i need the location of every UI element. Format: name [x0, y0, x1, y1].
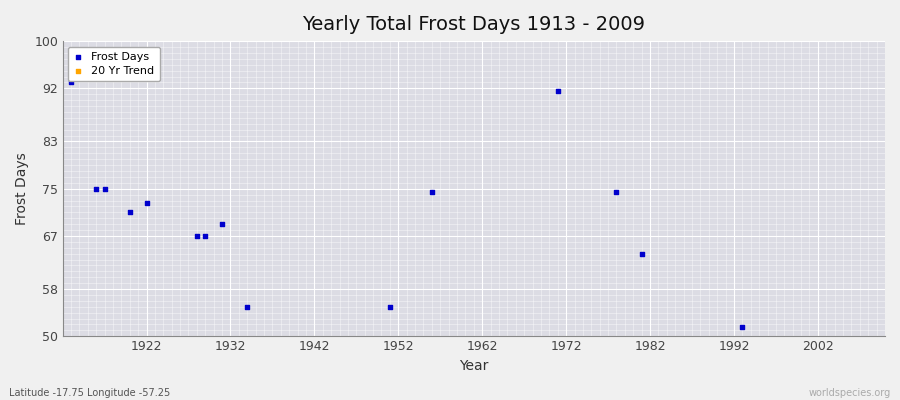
Y-axis label: Frost Days: Frost Days	[15, 152, 29, 225]
Frost Days	[89, 186, 104, 192]
Frost Days	[190, 233, 204, 239]
Frost Days	[198, 233, 212, 239]
Frost Days	[97, 186, 112, 192]
Text: Latitude -17.75 Longitude -57.25: Latitude -17.75 Longitude -57.25	[9, 388, 170, 398]
Frost Days	[240, 304, 255, 310]
X-axis label: Year: Year	[459, 359, 489, 373]
Frost Days	[122, 209, 137, 216]
Frost Days	[140, 200, 154, 207]
Frost Days	[425, 188, 439, 195]
Frost Days	[64, 79, 78, 86]
Frost Days	[551, 88, 565, 94]
Text: worldspecies.org: worldspecies.org	[809, 388, 891, 398]
Frost Days	[609, 188, 624, 195]
Frost Days	[382, 304, 397, 310]
Frost Days	[215, 221, 230, 227]
Frost Days	[634, 250, 649, 257]
Title: Yearly Total Frost Days 1913 - 2009: Yearly Total Frost Days 1913 - 2009	[302, 15, 645, 34]
Frost Days	[735, 324, 750, 331]
Legend: Frost Days, 20 Yr Trend: Frost Days, 20 Yr Trend	[68, 47, 160, 81]
